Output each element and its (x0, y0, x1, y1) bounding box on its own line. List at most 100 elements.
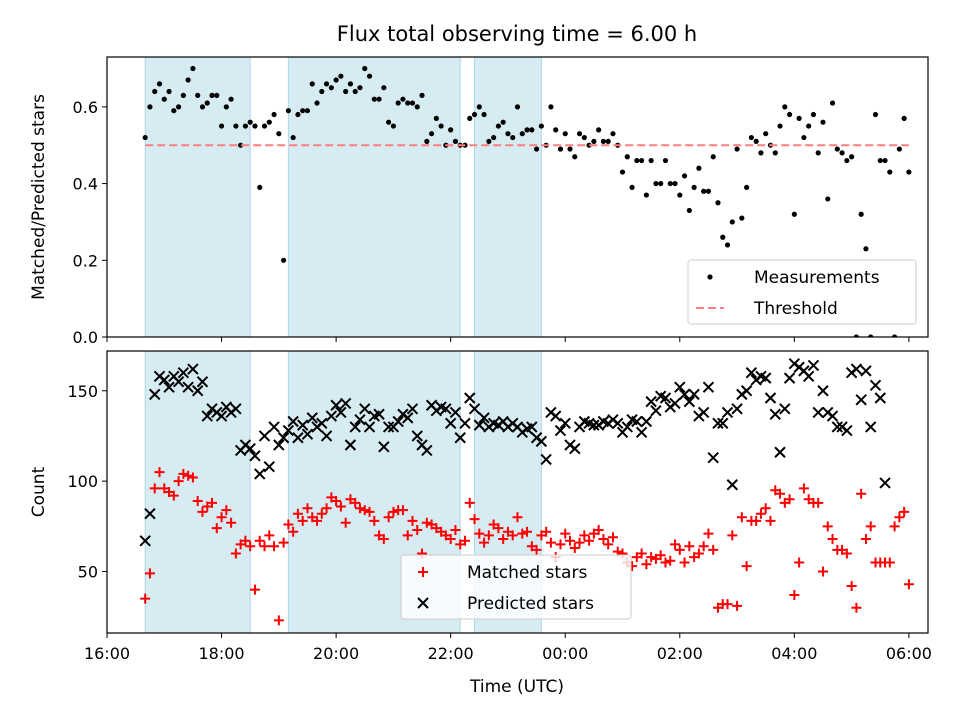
predicted-stars-point (449, 406, 462, 419)
measurement-point (247, 119, 253, 125)
predicted-stars-point (306, 412, 318, 424)
measurement-point (352, 88, 358, 95)
matched-stars-point (851, 602, 862, 613)
matched-stars-point (407, 515, 418, 526)
predicted-stars-point (468, 403, 481, 415)
measurement-point (257, 184, 263, 191)
matched-stars-point (798, 483, 809, 494)
matched-stars-point (154, 467, 165, 478)
matched-stars-point (149, 483, 160, 494)
measurement-point (448, 127, 454, 133)
matched-stars-point (655, 550, 666, 561)
legend-label: Matched stars (467, 563, 587, 583)
measurement-point (419, 92, 425, 98)
matched-stars-point (860, 534, 871, 544)
matched-stars-point (856, 488, 867, 499)
measurement-point (724, 242, 731, 248)
matched-stars-point (412, 524, 423, 535)
predicted-stars-point (320, 430, 333, 442)
measurement-point (400, 96, 406, 102)
measurement-point (381, 85, 387, 91)
measurement-point (820, 119, 826, 125)
measurement-point (748, 134, 754, 141)
predicted-stars-point (282, 424, 295, 437)
matched-stars-point (574, 537, 585, 548)
matched-stars-point (464, 497, 475, 508)
measurement-point (510, 134, 516, 141)
predicted-stars-point (402, 412, 414, 424)
predicted-stars-point (702, 381, 715, 393)
measurement-point (199, 104, 206, 110)
matched-stars-point (479, 537, 490, 548)
measurement-point (152, 88, 158, 95)
x-tick-label: 00:00 (542, 644, 588, 663)
predicted-stars-point (559, 417, 571, 430)
y-tick-label: 100 (67, 472, 98, 491)
matched-stars-point (316, 508, 327, 519)
measurement-point (681, 173, 688, 179)
plot-area (142, 65, 912, 337)
matched-stars-point (364, 506, 375, 517)
measurement-point (357, 85, 363, 91)
matched-stars-point (144, 568, 155, 579)
shaded-interval (144, 350, 251, 634)
measurement-point (295, 111, 301, 118)
measurement-point (849, 154, 855, 160)
matched-stars-point (187, 472, 198, 483)
predicted-stars-point (292, 432, 304, 444)
matched-stars-point (555, 539, 566, 550)
measurement-point (720, 234, 726, 240)
matched-stars-point (445, 534, 456, 544)
matched-stars-point (703, 528, 714, 539)
measurement-point (772, 150, 778, 156)
chart-title: Flux total observing time = 6.00 h (337, 22, 697, 46)
measurement-point (309, 81, 315, 87)
plot-area (139, 357, 914, 626)
matched-stars-point (369, 515, 380, 526)
predicted-stars-point (869, 379, 882, 392)
predicted-stars-point (812, 406, 824, 419)
matched-stars-point (483, 530, 494, 541)
measurement-point (696, 165, 702, 171)
measurement-point (238, 142, 244, 148)
predicted-stars-point (826, 410, 839, 422)
matched-stars-point (312, 515, 323, 526)
measurement-point (362, 65, 368, 72)
measurement-point (343, 88, 349, 95)
matched-stars-point (708, 544, 719, 555)
predicted-stars-point (263, 460, 275, 473)
measurement-point (314, 100, 320, 106)
matched-stars-point (865, 521, 876, 532)
matched-stars-point (331, 496, 342, 507)
matched-stars-point (593, 524, 604, 535)
measurement-point (323, 81, 330, 87)
predicted-stars-point (144, 507, 156, 520)
measurement-point (901, 115, 907, 121)
matched-stars-point (216, 512, 227, 523)
measurement-point (576, 131, 583, 137)
measurement-point (653, 180, 659, 187)
matched-stars-point (321, 503, 332, 514)
measurement-point (806, 123, 812, 129)
predicted-stars-point (330, 399, 342, 411)
y-tick-label: 0.4 (73, 175, 98, 194)
predicted-stars-point (254, 468, 266, 480)
measurement-point (648, 157, 654, 164)
legend-matched-key (418, 567, 428, 577)
predicted-stars-point (549, 410, 562, 422)
axes-frame (106, 56, 929, 338)
predicted-stars-point (172, 376, 185, 388)
predicted-stars-point (874, 392, 886, 404)
measurement-point (686, 207, 692, 214)
matched-stars-point (736, 512, 747, 523)
measurement-point (782, 104, 788, 110)
matched-stars-point (545, 537, 556, 548)
y-tick-label: 0.0 (73, 328, 98, 347)
matched-stars-point (168, 490, 179, 501)
matched-stars-point (383, 512, 394, 523)
y-tick-label: 50 (78, 563, 98, 582)
measurement-point (481, 111, 487, 118)
measurement-point (858, 211, 864, 217)
predicted-stars-point (860, 365, 872, 377)
measurement-point (629, 184, 635, 191)
